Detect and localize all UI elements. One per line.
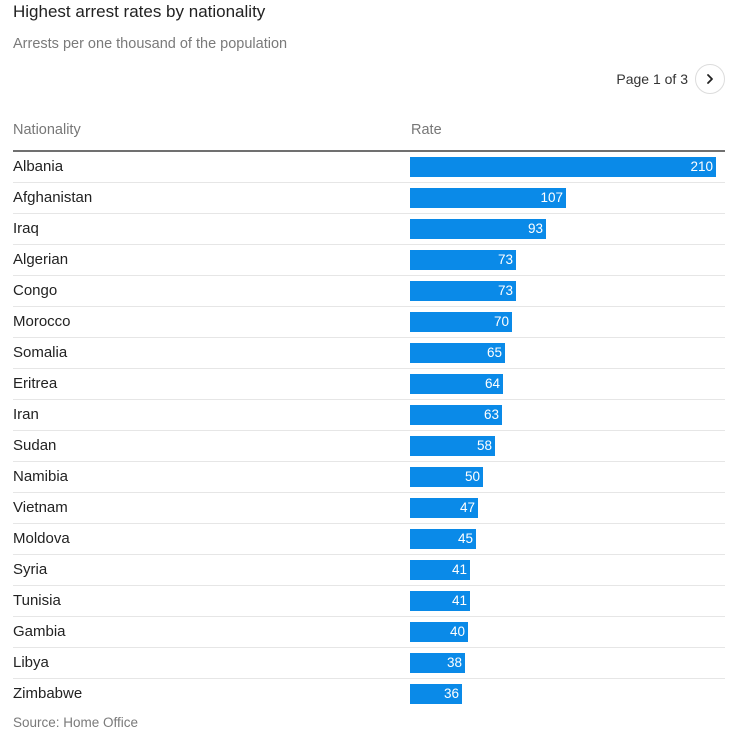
rate-value-label: 45	[457, 531, 473, 546]
rate-value-label: 73	[497, 252, 513, 267]
table-row: Zimbabwe 36	[13, 679, 725, 709]
chart-title: Highest arrest rates by nationality	[13, 2, 266, 21]
nationality-label: Moldova	[13, 530, 70, 547]
table-row: Iraq 93	[13, 214, 725, 245]
page-indicator: Page 1 of 3	[616, 71, 688, 87]
rate-value-label: 73	[497, 283, 513, 298]
rate-bar: 210	[410, 157, 716, 177]
nationality-label: Algerian	[13, 251, 69, 268]
rate-bar: 73	[410, 250, 516, 270]
nationality-label: Namibia	[13, 468, 69, 485]
rate-bar: 36	[410, 684, 462, 704]
rate-value-label: 93	[527, 221, 543, 236]
nationality-label: Albania	[13, 158, 64, 175]
next-page-button[interactable]	[695, 64, 725, 94]
nationality-label: Tunisia	[13, 592, 61, 609]
rate-value-label: 40	[449, 624, 465, 639]
rate-bar: 40	[410, 622, 468, 642]
rate-bar: 65	[410, 343, 505, 363]
table-row: Libya 38	[13, 648, 725, 679]
nationality-label: Libya	[13, 654, 49, 671]
rate-bar: 58	[410, 436, 495, 456]
table-row: Morocco 70	[13, 307, 725, 338]
rate-bar: 64	[410, 374, 503, 394]
pagination: Page 1 of 3	[616, 64, 725, 94]
rate-value-label: 210	[690, 159, 713, 174]
nationality-label: Syria	[13, 561, 48, 578]
nationality-label: Congo	[13, 282, 58, 299]
rate-bar: 41	[410, 591, 470, 611]
rate-value-label: 107	[540, 190, 563, 205]
table-row: Syria 41	[13, 555, 725, 586]
rate-value-label: 38	[446, 655, 462, 670]
table-row: Congo 73	[13, 276, 725, 307]
table-row: Namibia 50	[13, 462, 725, 493]
chart-subtitle: Arrests per one thousand of the populati…	[13, 36, 288, 52]
nationality-label: Sudan	[13, 437, 57, 454]
rate-value-label: 47	[459, 500, 475, 515]
rate-bar: 50	[410, 467, 483, 487]
rate-value-label: 65	[486, 345, 502, 360]
table-row: Algerian 73	[13, 245, 725, 276]
rate-bar: 47	[410, 498, 478, 518]
nationality-label: Zimbabwe	[13, 685, 83, 702]
table-row: Moldova 45	[13, 524, 725, 555]
rate-bar: 45	[410, 529, 476, 549]
table-row: Iran 63	[13, 400, 725, 431]
table-body: Albania 210 Afghanistan 107 Iraq 93 Algerian 73…	[13, 152, 725, 709]
table-header: Nationality Rate	[13, 118, 725, 152]
table-row: Vietnam 47	[13, 493, 725, 524]
rate-bar: 93	[410, 219, 546, 239]
nationality-label: Somalia	[13, 344, 68, 361]
table-row: Tunisia 41	[13, 586, 725, 617]
rate-value-label: 41	[451, 562, 467, 577]
table-row: Sudan 58	[13, 431, 725, 462]
column-header-nationality: Nationality	[13, 122, 81, 138]
nationality-label: Eritrea	[13, 375, 58, 392]
nationality-label: Morocco	[13, 313, 71, 330]
rate-value-label: 58	[476, 438, 492, 453]
nationality-label: Afghanistan	[13, 189, 93, 206]
rate-bar: 73	[410, 281, 516, 301]
bar-table: Nationality Rate Albania 210 Afghanistan 10…	[13, 118, 725, 709]
nationality-label: Iraq	[13, 220, 39, 237]
table-row: Somalia 65	[13, 338, 725, 369]
nationality-label: Vietnam	[13, 499, 68, 516]
rate-bar: 38	[410, 653, 465, 673]
column-header-rate: Rate	[411, 122, 442, 138]
table-row: Albania 210	[13, 152, 725, 183]
rate-value-label: 64	[484, 376, 500, 391]
rate-value-label: 70	[493, 314, 509, 329]
rate-bar: 107	[410, 188, 566, 208]
nationality-label: Iran	[13, 406, 39, 423]
table-row: Afghanistan 107	[13, 183, 725, 214]
rate-bar: 41	[410, 560, 470, 580]
rate-value-label: 50	[464, 469, 480, 484]
rate-value-label: 41	[451, 593, 467, 608]
rate-value-label: 63	[483, 407, 499, 422]
rate-value-label: 36	[443, 686, 459, 701]
nationality-label: Gambia	[13, 623, 66, 640]
rate-bar: 63	[410, 405, 502, 425]
rate-bar: 70	[410, 312, 512, 332]
chevron-right-icon	[707, 74, 713, 84]
source-note: Source: Home Office	[13, 715, 139, 730]
table-row: Gambia 40	[13, 617, 725, 648]
table-row: Eritrea 64	[13, 369, 725, 400]
